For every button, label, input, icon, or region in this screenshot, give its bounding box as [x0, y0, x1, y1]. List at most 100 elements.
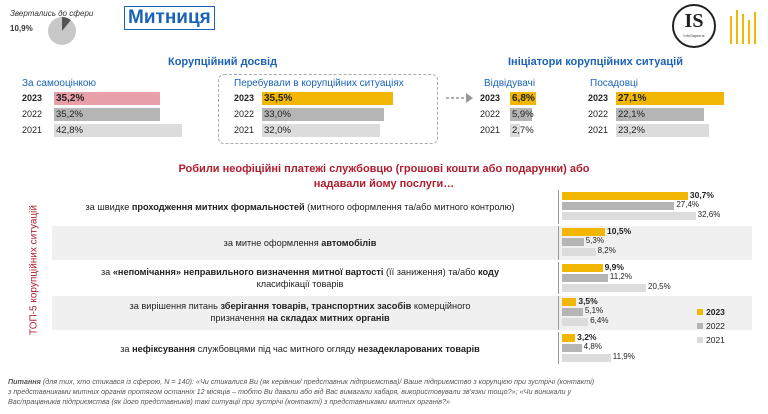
visitors-label: Відвідувачі	[484, 78, 536, 89]
legend-label: 2021	[706, 335, 725, 345]
applied-pie	[48, 17, 76, 45]
top5-label: за «непомічання» неправильного визначенн…	[100, 267, 500, 289]
bar-2023	[562, 334, 576, 342]
legend-label: 2022	[706, 321, 725, 331]
bar	[262, 92, 394, 105]
value-label: 33,0%	[264, 109, 291, 120]
bar	[616, 92, 725, 105]
bar-2021	[562, 248, 596, 256]
year-label: 2021	[234, 125, 255, 135]
applied-label: Звертались до сфери	[10, 9, 94, 18]
axis-line	[558, 190, 559, 224]
bar-2022	[562, 274, 608, 282]
year-label: 2022	[234, 109, 255, 119]
year-label: 2023	[234, 93, 255, 103]
legend-label: 2023	[706, 307, 725, 317]
top5-row	[52, 296, 752, 330]
question-line-1: Робили неофіційні платежі службовцю (гро…	[178, 163, 590, 175]
axis-line	[558, 262, 559, 294]
year-label: 2021	[22, 125, 43, 135]
bar-2023	[562, 264, 603, 272]
value-label: 22,1%	[618, 109, 645, 120]
bar-2021	[562, 284, 647, 292]
value-2022: 11,2%	[609, 272, 632, 281]
value-2022: 5,3%	[585, 236, 604, 245]
bar-2022	[562, 344, 582, 352]
value-label: 2,7%	[512, 125, 534, 136]
bar	[616, 108, 705, 121]
bar	[510, 124, 521, 137]
infosapiens-logo: IS InfoSapiens	[672, 4, 716, 48]
bar	[54, 108, 160, 121]
legend-swatch	[697, 309, 703, 315]
value-label: 5,9%	[512, 109, 534, 120]
page-title: Митниця	[124, 6, 215, 30]
value-2023: 3,5%	[578, 296, 598, 306]
bar	[510, 92, 536, 105]
value-2023: 9,9%	[604, 262, 624, 272]
bar-2023	[562, 298, 577, 306]
value-2022: 27,4%	[676, 200, 700, 209]
officials-label: Посадовці	[590, 78, 638, 89]
situations-label: Перебували в корупційних ситуаціях	[234, 78, 404, 89]
bar-2021	[562, 212, 696, 220]
bar	[262, 124, 381, 137]
top5-side-label: ТОП-5 корупційних ситуацій	[28, 205, 40, 335]
value-2021: 8,2%	[597, 246, 616, 255]
axis-line	[558, 332, 559, 364]
year-label: 2022	[480, 109, 501, 119]
bar-2021	[562, 318, 589, 326]
top5-label: за швидке проходження митних формальност…	[85, 202, 515, 212]
bar	[510, 108, 533, 121]
bar-2023	[562, 228, 606, 236]
value-label: 35,2%	[56, 109, 83, 120]
year-label: 2023	[22, 93, 43, 103]
arrow-icon	[446, 93, 473, 103]
value-2022: 5,1%	[584, 306, 604, 315]
initiators-title: Ініціатори корупційних ситуацій	[508, 56, 683, 68]
value-2023: 3,2%	[577, 332, 597, 342]
year-label: 2022	[22, 109, 43, 119]
self-assessment-label: За самооцінкою	[22, 78, 96, 89]
value-label: 32,0%	[264, 125, 291, 136]
bar	[54, 124, 183, 137]
applied-value: 10,9%	[10, 24, 33, 33]
value-label: 35,5%	[264, 93, 293, 104]
year-label: 2021	[480, 125, 501, 135]
axis-line	[558, 226, 559, 260]
top5-label: за митне оформлення автомобілів	[223, 238, 377, 248]
legend-swatch	[697, 323, 703, 329]
bar	[54, 92, 160, 105]
situations-frame	[218, 74, 438, 144]
year-label: 2021	[588, 125, 609, 135]
value-2021: 20,5%	[648, 282, 671, 291]
footnote: Питання (для тих, хто стикався із сферою…	[8, 377, 595, 406]
value-2023: 10,5%	[607, 226, 632, 236]
year-label: 2022	[588, 109, 609, 119]
value-2023: 30,7%	[689, 190, 714, 200]
bar-2021	[562, 354, 611, 362]
value-2021: 32,6%	[697, 210, 721, 219]
value-2021: 6,4%	[590, 316, 609, 325]
bar-2022	[562, 238, 584, 246]
value-label: 35,2%	[56, 93, 85, 104]
value-label: 23,2%	[618, 125, 645, 136]
value-label: 27,1%	[618, 93, 647, 104]
bar	[616, 124, 709, 137]
bar-2022	[562, 308, 583, 316]
value-label: 42,8%	[56, 125, 83, 136]
corruption-title: Корупційний досвід	[168, 56, 278, 68]
top5-label: за нефіксування службовцями під час митн…	[120, 344, 480, 354]
axis-line	[558, 296, 559, 330]
top5-label: за вирішення питань зберігання товарів, …	[129, 301, 471, 323]
bar-2023	[562, 192, 688, 200]
year-label: 2023	[480, 93, 501, 103]
question-line-2: надавали йому послуги…	[313, 178, 455, 190]
value-label: 6,8%	[512, 93, 535, 104]
year-label: 2023	[588, 93, 609, 103]
brand-stripes-icon	[730, 10, 756, 44]
bar-2022	[562, 202, 675, 210]
top5-row	[52, 226, 752, 260]
bar	[262, 108, 385, 121]
legend-swatch	[697, 337, 703, 343]
